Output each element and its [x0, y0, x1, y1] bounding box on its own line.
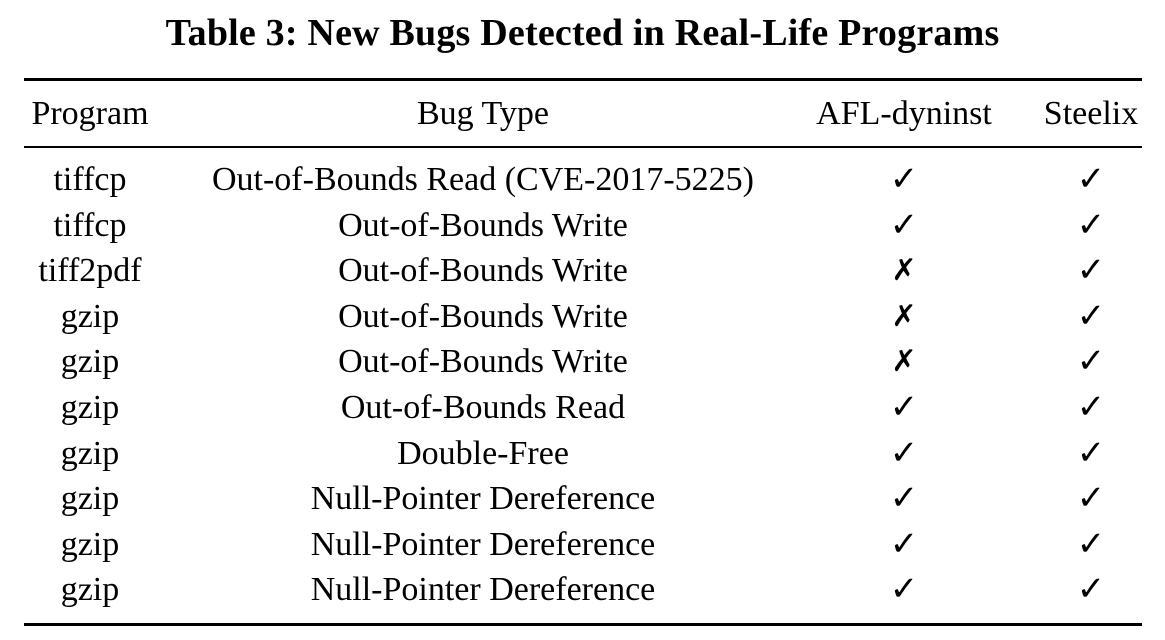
check-mark-icon: ✓ — [1076, 434, 1106, 472]
cell-program: gzip — [60, 525, 120, 563]
check-mark-icon: ✓ — [889, 206, 919, 244]
table-row: tiffcp Out-of-Bounds Write ✓ ✓ — [0, 203, 1165, 249]
column-header-steelix: Steelix — [1043, 95, 1139, 132]
column-header-program: Program — [31, 95, 149, 132]
check-mark-icon: ✓ — [1076, 252, 1106, 290]
table-row: gzip Out-of-Bounds Write ✗ ✓ — [0, 339, 1165, 385]
check-mark-icon: ✓ — [889, 571, 919, 609]
check-mark-icon: ✓ — [889, 161, 919, 198]
cell-bug-type: Out-of-Bounds Write — [338, 297, 628, 335]
check-mark-icon: ✓ — [1076, 571, 1106, 609]
cell-program: gzip — [60, 297, 120, 335]
cell-program: gzip — [60, 343, 120, 381]
cell-bug-type: Out-of-Bounds Write — [338, 343, 628, 381]
check-mark-icon: ✓ — [1076, 206, 1106, 244]
table-row: gzip Null-Pointer Dereference ✓ ✓ — [0, 567, 1165, 613]
check-mark-icon: ✓ — [889, 480, 919, 518]
table-row: tiffcp Out-of-Bounds Read (CVE-2017-5225)… — [0, 157, 1165, 203]
column-header-bug-type: Bug Type — [416, 95, 550, 132]
cell-bug-type: Out-of-Bounds Write — [338, 206, 628, 244]
check-mark-icon: ✓ — [889, 525, 919, 563]
cell-program: tiff2pdf — [38, 252, 142, 290]
table-row: gzip Null-Pointer Dereference ✓ ✓ — [0, 522, 1165, 568]
cross-mark-icon: ✗ — [891, 345, 917, 379]
cross-mark-icon: ✗ — [891, 254, 917, 288]
cell-bug-type: Double-Free — [397, 434, 569, 472]
check-mark-icon: ✓ — [1076, 161, 1106, 198]
check-mark-icon: ✓ — [1076, 389, 1106, 426]
table-header-row: Program Bug Type AFL-dyninst Steelix — [0, 91, 1165, 137]
check-mark-icon: ✓ — [889, 389, 919, 426]
check-mark-icon: ✓ — [1076, 343, 1106, 381]
cell-bug-type: Out-of-Bounds Read — [340, 389, 626, 426]
cell-program: gzip — [60, 571, 120, 609]
table-row: gzip Out-of-Bounds Write ✗ ✓ — [0, 294, 1165, 340]
cell-bug-type: Out-of-Bounds Read (CVE-2017-5225) — [211, 161, 755, 198]
cell-program: gzip — [60, 389, 120, 426]
table-row: tiff2pdf Out-of-Bounds Write ✗ ✓ — [0, 248, 1165, 294]
table-title: Table 3: New Bugs Detected in Real-Life … — [165, 12, 1000, 54]
check-mark-icon: ✓ — [1076, 297, 1106, 335]
cell-program: gzip — [60, 480, 120, 518]
table-row: gzip Null-Pointer Dereference ✓ ✓ — [0, 476, 1165, 522]
table-row: gzip Out-of-Bounds Read ✓ ✓ — [0, 385, 1165, 431]
table-row: gzip Double-Free ✓ ✓ — [0, 431, 1165, 477]
table-top-rule — [24, 78, 1142, 81]
check-mark-icon: ✓ — [1076, 525, 1106, 563]
cell-program: tiffcp — [53, 161, 127, 198]
table-header-rule — [24, 146, 1142, 148]
cell-bug-type: Out-of-Bounds Write — [338, 252, 628, 290]
cell-program: gzip — [60, 434, 120, 472]
cell-bug-type: Null-Pointer Dereference — [310, 525, 656, 563]
cell-bug-type: Null-Pointer Dereference — [310, 571, 656, 609]
cell-bug-type: Null-Pointer Dereference — [310, 480, 656, 518]
check-mark-icon: ✓ — [889, 434, 919, 472]
check-mark-icon: ✓ — [1076, 480, 1106, 518]
column-header-afl-dyninst: AFL-dyninst — [816, 95, 992, 132]
cell-program: tiffcp — [53, 206, 127, 244]
cross-mark-icon: ✗ — [891, 299, 917, 333]
table-bottom-rule — [24, 623, 1142, 626]
